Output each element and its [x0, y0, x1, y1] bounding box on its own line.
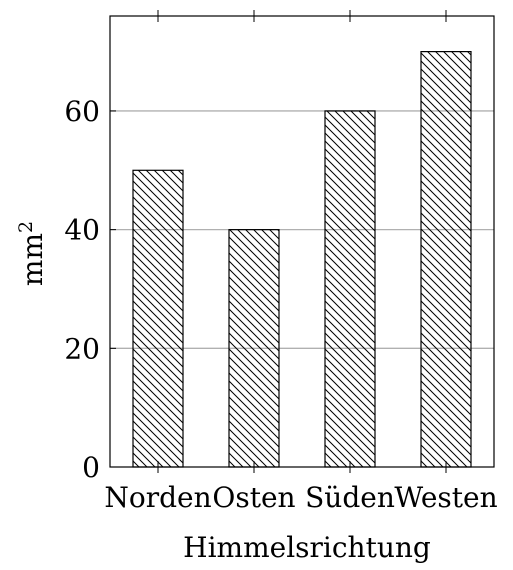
x-axis-label: Himmelsrichtung [183, 531, 431, 564]
y-axis-label-superscript: 2 [15, 221, 37, 233]
y-tick-label: 40 [64, 214, 100, 247]
bar-osten [228, 229, 280, 468]
x-tick-label: Westen [394, 481, 497, 514]
y-tick-label: 20 [64, 332, 100, 365]
y-axis-label-base: mm [16, 233, 49, 286]
y-tick-label: 60 [64, 95, 100, 128]
y-tick-label: 0 [82, 451, 100, 484]
tick-labels: 0 20 40 60 Norden Osten Süden Westen [64, 95, 497, 514]
x-tick-label: Osten [212, 481, 295, 514]
bar-westen [420, 51, 472, 468]
axis-ticks [110, 10, 447, 473]
x-tick-label: Norden [104, 481, 211, 514]
bar-norden [132, 169, 184, 468]
y-axis-label: mm2 [15, 221, 49, 286]
bar-s-den [324, 110, 376, 468]
bars [132, 51, 472, 468]
plot-frame [109, 15, 495, 468]
x-tick-label: Süden [305, 481, 395, 514]
